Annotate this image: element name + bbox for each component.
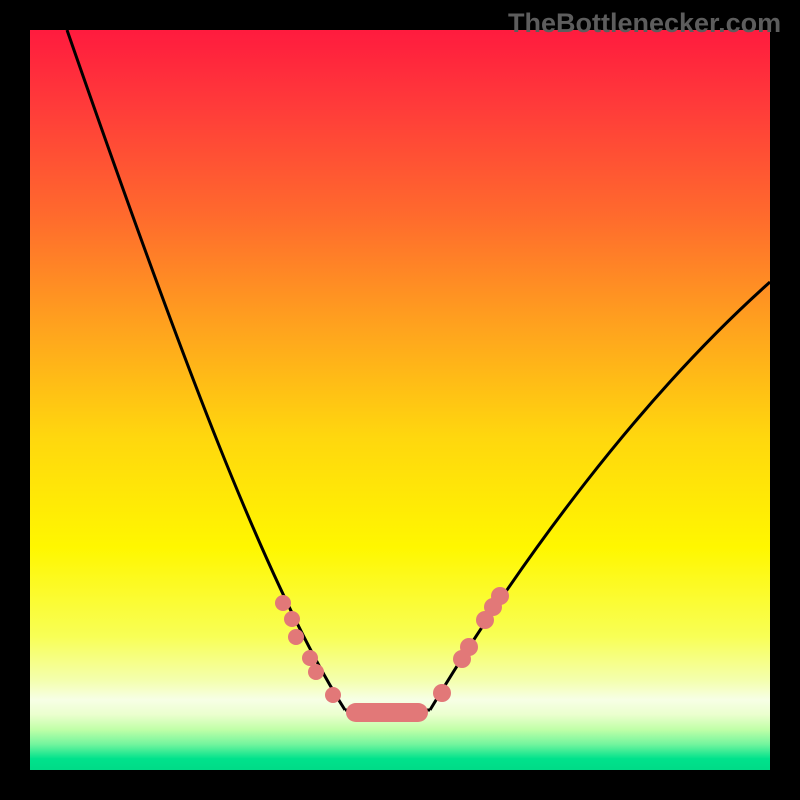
marker-dot xyxy=(308,664,324,680)
marker-dot xyxy=(460,638,478,656)
marker-dot xyxy=(275,595,291,611)
marker-dot xyxy=(288,629,304,645)
marker-dot xyxy=(284,611,300,627)
marker-dot xyxy=(433,684,451,702)
marker-dot xyxy=(325,687,341,703)
bottleneck-chart xyxy=(0,0,800,800)
marker-dot xyxy=(491,587,509,605)
plot-background xyxy=(30,30,770,770)
marker-dot xyxy=(302,650,318,666)
watermark-text: TheBottlenecker.com xyxy=(508,8,781,39)
marker-bar xyxy=(346,703,428,722)
